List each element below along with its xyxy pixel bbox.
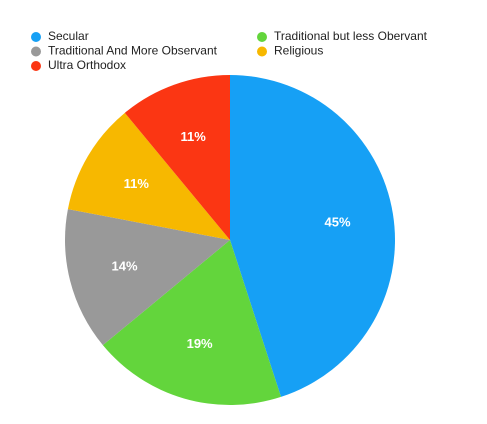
data-label: 19% [187, 336, 213, 351]
pie-slice [230, 75, 395, 397]
pie-slice [102, 240, 281, 405]
legend-swatch [31, 46, 41, 57]
legend-swatch [257, 46, 267, 57]
legend-label: Ultra Orthodox [48, 58, 126, 72]
pie-slice [64, 209, 230, 346]
data-label: 11% [124, 176, 150, 191]
legend-label: Religious [274, 44, 323, 58]
legend-swatch [31, 32, 41, 42]
pie-slice [124, 75, 230, 240]
legend-swatch [257, 32, 267, 42]
legend-label: Traditional but less Obervant [274, 29, 428, 43]
data-label: 14% [112, 259, 138, 274]
legend-swatch [31, 61, 41, 71]
data-label: 11% [180, 129, 206, 144]
pie-slice [67, 112, 230, 240]
legend-label: Secular [48, 29, 89, 43]
legend-label: Traditional And More Observant [48, 44, 218, 58]
data-label: 45% [325, 214, 351, 229]
